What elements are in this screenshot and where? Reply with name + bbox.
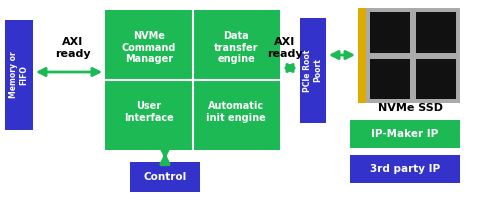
Text: Data
transfer
engine: Data transfer engine xyxy=(214,31,258,64)
Bar xyxy=(105,10,280,150)
Bar xyxy=(358,8,366,103)
Bar xyxy=(416,12,456,52)
Bar xyxy=(370,58,410,99)
Text: PCIe Root
Poort: PCIe Root Poort xyxy=(304,49,322,92)
Text: AXI
ready: AXI ready xyxy=(55,37,91,59)
Text: Automatic
init engine: Automatic init engine xyxy=(206,102,266,123)
Text: AXI
ready: AXI ready xyxy=(267,37,303,59)
Bar xyxy=(416,58,456,99)
Text: IP-Maker IP: IP-Maker IP xyxy=(372,129,438,139)
Bar xyxy=(350,155,460,183)
Text: NVMe
Command
Manager: NVMe Command Manager xyxy=(122,31,176,64)
Text: 3rd party IP: 3rd party IP xyxy=(370,164,440,174)
Bar xyxy=(358,8,460,103)
Bar xyxy=(370,12,410,52)
Text: Control: Control xyxy=(144,172,186,182)
Bar xyxy=(130,162,200,192)
Text: NVMe SSD: NVMe SSD xyxy=(378,103,442,113)
Text: Memory or
FIFO: Memory or FIFO xyxy=(10,52,29,98)
Bar xyxy=(350,120,460,148)
Bar xyxy=(5,20,33,130)
Bar xyxy=(300,18,326,123)
Text: User
Interface: User Interface xyxy=(124,102,174,123)
